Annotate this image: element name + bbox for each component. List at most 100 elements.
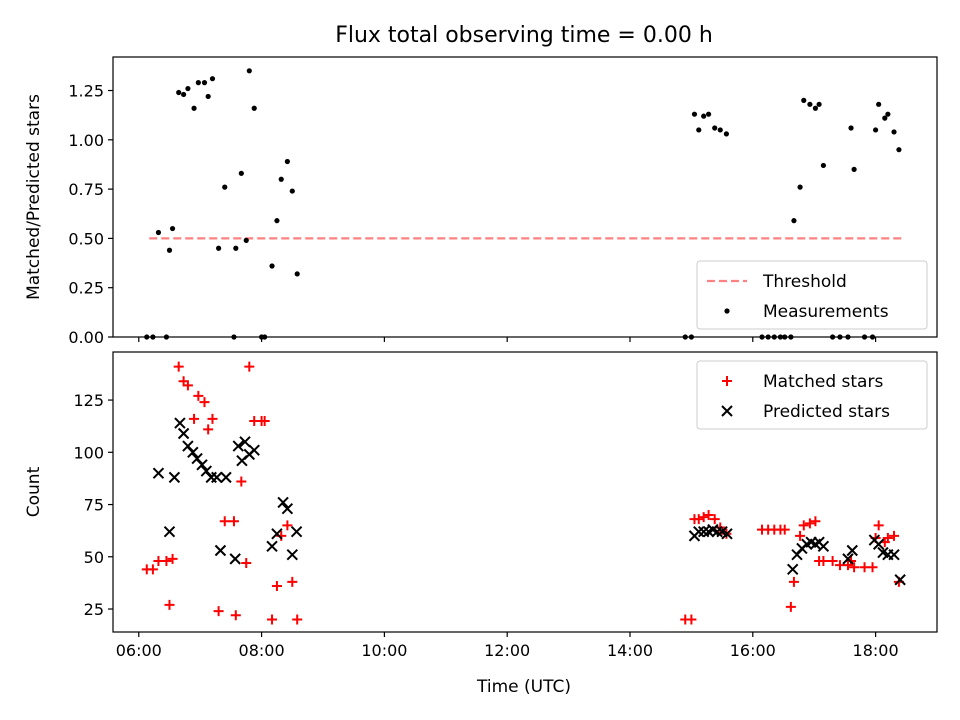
data-point [201,80,208,86]
data-point [161,555,172,566]
data-point [248,444,260,456]
panel-2: 06:00 08:00 10:00 12:00 14:00 16:00 18:00 25 50 7… [24,351,938,660]
data-point [174,417,186,429]
data-point [290,525,303,538]
x-axis-label: Time (UTC) [476,677,571,697]
panel-1: 0.00 0.25 0.50 0.75 1.00 1.25 Matched/Predicte… [24,56,938,347]
y-tick-label: 100 [73,443,104,462]
data-point [166,247,173,253]
data-point [846,544,858,557]
data-point [195,80,201,86]
y-tick-label: 25 [84,600,104,619]
data-point [211,471,223,484]
data-point [193,390,204,401]
data-point [797,184,803,190]
data-point [168,471,181,484]
data-point [181,91,187,98]
data-point [711,525,723,538]
series-x [152,417,906,586]
data-point [284,158,290,165]
x-tick-label: 18:00 [853,641,899,660]
data-point [205,471,217,484]
chart-title: Flux total observing time = 0.00 h [335,23,713,48]
x-tick-label: 14:00 [607,641,653,660]
legend-label: Threshold [762,272,847,292]
data-point [173,361,184,372]
x-tick-label: 10:00 [361,641,407,660]
data-point [169,225,176,232]
data-point [266,540,278,553]
data-point [251,105,257,111]
y-tick-label: 50 [84,548,104,567]
legend-label: Matched stars [763,372,883,392]
data-point [274,218,280,224]
legend-box [696,360,928,430]
data-point [723,131,729,137]
data-point [187,446,199,459]
data-point [185,85,191,92]
data-point [191,105,197,111]
data-point [214,544,227,557]
data-point [891,129,897,135]
y-tick-label: 1.00 [68,131,104,150]
data-point [238,170,244,176]
data-point [817,540,830,553]
data-point [222,184,228,190]
data-point [798,520,809,531]
data-point [827,555,838,566]
x-tick-label: 16:00 [730,641,776,660]
legend-box [696,260,928,330]
data-point [691,111,698,117]
data-point [177,427,190,440]
data-point [703,509,714,520]
y-tick-label: 0.25 [68,279,104,298]
data-point [717,127,723,133]
legend-label: Measurements [763,302,889,322]
data-point [259,415,270,426]
data-point [239,436,251,448]
data-point [697,525,710,538]
data-point [801,97,807,103]
data-point [867,562,878,573]
data-point [791,218,797,224]
data-point [816,101,822,107]
data-point [182,380,193,391]
y-axis-label: Matched/Predicted stars [24,94,44,300]
data-point [795,530,806,541]
data-point [163,525,176,538]
data-point [807,101,813,107]
data-point [176,89,182,96]
data-point [820,162,827,169]
data-point [698,512,709,523]
data-point [292,614,303,625]
data-point [278,176,284,182]
data-point [872,538,885,550]
data-point [232,440,244,452]
data-point [209,76,216,82]
data-point [888,548,900,561]
data-point [818,555,829,566]
data-point [164,599,175,610]
data-point [213,606,224,617]
data-point [219,516,230,527]
data-point [712,125,718,131]
data-point [282,520,293,531]
data-point [709,514,720,525]
legend-marker [724,308,730,314]
data-point [896,147,902,153]
data-point [804,518,815,529]
data-point [882,532,893,543]
y-tick-label: 1.25 [68,82,104,101]
data-point [196,459,208,471]
data-point [246,68,252,74]
data-point [810,516,821,527]
data-point [686,614,697,625]
legend: Threshold Measurements [696,260,928,330]
y-tick-label: 0.00 [68,328,104,347]
data-point [788,576,799,587]
y-tick-label: 0.50 [68,229,104,248]
data-point [872,127,879,133]
data-point [267,614,278,625]
data-point [269,263,275,269]
